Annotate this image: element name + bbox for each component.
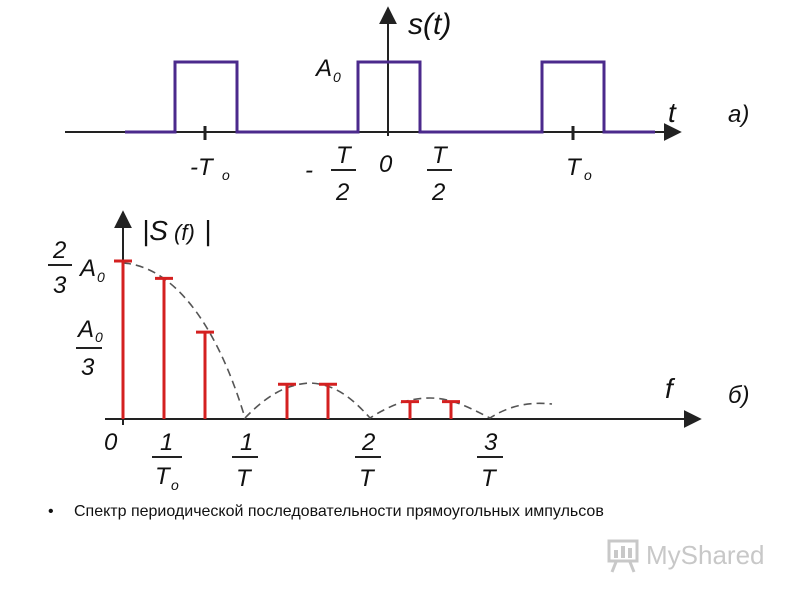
t-axis-label: t	[668, 97, 677, 128]
y-label-mid-A: A	[76, 316, 94, 343]
caption-text: Спектр периодической последовательности …	[74, 503, 604, 520]
y-label-top-A: A	[78, 255, 96, 282]
amplitude-label: A	[314, 55, 332, 82]
presentation-board-icon	[607, 539, 639, 573]
envelope-curve	[122, 262, 553, 420]
S-f-title-arg: (f)	[174, 220, 195, 245]
x-tick-1-T-den: T	[236, 465, 253, 492]
y-label-mid-sub: 0	[95, 329, 103, 345]
x-tick-1-T0-sub: o	[171, 477, 179, 493]
y-label-top-sub: 0	[97, 269, 105, 285]
x-tick-1-T0-num: 1	[160, 429, 173, 456]
logo-text: MyShared	[646, 540, 765, 570]
x-tick-2-T-den: T	[359, 465, 376, 492]
x-tick-3-T-num: 3	[484, 429, 498, 456]
time-domain-plot: s(t) t а) A 0 -T o - T 2 0 T 2 T o	[65, 6, 749, 206]
tick-label-zero: 0	[379, 151, 393, 178]
tick-label-neg-half-num: T	[336, 142, 353, 169]
y-label-top-den: 3	[53, 272, 67, 299]
tick-label-neg-sign: -	[305, 157, 313, 184]
f-axis-label: f	[665, 373, 676, 404]
tick-label-neg-T0-sub: o	[222, 167, 230, 183]
x-tick-3-T-den: T	[481, 465, 498, 492]
spectrum-plot: |S (f) | f б) 2 3 A 0 A 0 3 0 1 T o 1 T …	[48, 210, 750, 493]
tick-label-T0-sub: o	[584, 167, 592, 183]
x-tick-1-T-num: 1	[240, 429, 253, 456]
tick-label-half-num: T	[432, 142, 449, 169]
tick-label-T0: T	[566, 154, 583, 181]
panel-label-b: б)	[728, 382, 750, 409]
panel-label-a: а)	[728, 101, 749, 128]
tick-label-neg-T0: -T	[190, 154, 215, 181]
x-tick-zero: 0	[104, 429, 118, 456]
x-tick-1-T0-den: T	[155, 463, 172, 490]
amplitude-sub: 0	[333, 69, 341, 85]
myshared-logo: MyShared	[606, 536, 776, 576]
x-tick-2-T-num: 2	[361, 429, 375, 456]
tick-label-half-den: 2	[431, 179, 445, 206]
spectral-lines	[114, 259, 460, 419]
s-t-title: s(t)	[408, 8, 451, 41]
y-label-mid-den: 3	[81, 354, 95, 381]
y-label-top-num: 2	[52, 237, 66, 264]
caption-bullet: •	[48, 503, 54, 520]
tick-label-neg-half-den: 2	[335, 179, 349, 206]
S-f-title-close: |	[204, 215, 211, 246]
pulse-train	[125, 60, 655, 134]
S-f-title-open: |S	[142, 215, 168, 246]
caption: • Спектр периодической последовательности…	[48, 503, 604, 521]
